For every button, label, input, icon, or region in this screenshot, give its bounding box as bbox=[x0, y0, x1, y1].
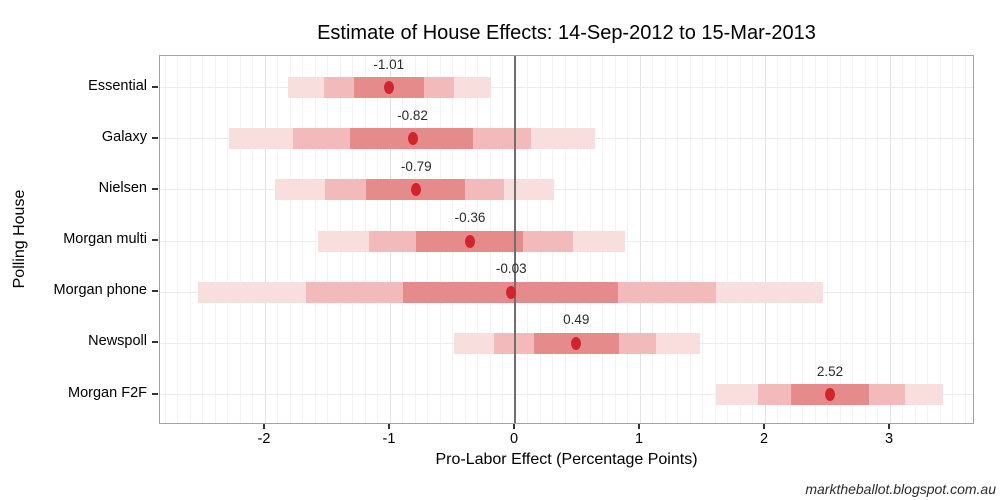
minor-gridline bbox=[777, 56, 778, 423]
zero-reference-line bbox=[514, 56, 516, 423]
point-estimate-dot bbox=[465, 234, 475, 248]
y-axis-category-label: Morgan phone bbox=[53, 282, 147, 299]
x-axis-tick bbox=[513, 424, 515, 429]
point-estimate-dot bbox=[571, 336, 582, 350]
minor-gridline bbox=[752, 56, 753, 423]
estimate-value-label: 2.52 bbox=[816, 363, 844, 379]
minor-gridline bbox=[864, 56, 866, 423]
row-gridline bbox=[160, 87, 973, 89]
minor-gridline bbox=[652, 56, 653, 423]
major-gridline bbox=[639, 56, 641, 423]
minor-gridline bbox=[727, 56, 728, 423]
minor-gridline bbox=[964, 56, 966, 423]
minor-gridline bbox=[227, 56, 228, 423]
y-axis-category-label: Nielsen bbox=[98, 179, 147, 196]
minor-gridline bbox=[189, 56, 191, 423]
minor-gridline bbox=[902, 56, 903, 423]
y-axis-tick bbox=[152, 239, 158, 242]
chart-title: Estimate of House Effects: 14-Sep-2012 t… bbox=[317, 22, 816, 44]
estimate-value-label: -1.01 bbox=[373, 56, 405, 72]
x-axis-tick bbox=[888, 424, 890, 429]
minor-gridline bbox=[664, 56, 666, 423]
row-gridline bbox=[160, 394, 973, 395]
y-axis-tick bbox=[152, 85, 158, 88]
minor-gridline bbox=[627, 56, 628, 423]
x-axis-tick bbox=[388, 424, 390, 429]
y-axis-tick bbox=[152, 290, 158, 293]
plot-panel: -1.01 -0.82 -0.79 -0.36 -0.03 0.49 2.52 bbox=[159, 55, 974, 424]
minor-gridline bbox=[852, 56, 853, 423]
minor-gridline bbox=[214, 56, 216, 423]
minor-gridline bbox=[202, 56, 203, 423]
minor-gridline bbox=[714, 56, 716, 423]
point-estimate-dot bbox=[407, 132, 418, 146]
minor-gridline bbox=[277, 56, 278, 423]
minor-gridline bbox=[689, 56, 691, 423]
minor-gridline bbox=[789, 56, 791, 423]
x-axis-tick-label: 1 bbox=[634, 431, 644, 447]
y-axis-category-label: Galaxy bbox=[101, 128, 147, 145]
point-estimate-dot bbox=[411, 183, 422, 197]
minor-gridline bbox=[252, 56, 253, 423]
minor-gridline bbox=[927, 56, 928, 423]
row-gridline bbox=[160, 189, 973, 191]
minor-gridline bbox=[314, 56, 316, 423]
minor-gridline bbox=[289, 56, 291, 423]
major-gridline bbox=[889, 56, 891, 423]
minor-gridline bbox=[839, 56, 841, 423]
y-axis-tick bbox=[152, 187, 158, 190]
estimate-value-label: -0.36 bbox=[454, 210, 486, 226]
minor-gridline bbox=[877, 56, 878, 423]
x-axis-title: Pro-Labor Effect (Percentage Points) bbox=[435, 451, 698, 468]
minor-gridline bbox=[914, 56, 916, 423]
y-axis-tick bbox=[152, 392, 158, 395]
point-estimate-dot bbox=[506, 285, 517, 299]
point-estimate-dot bbox=[825, 388, 835, 401]
point-estimate-dot bbox=[383, 81, 394, 95]
minor-gridline bbox=[702, 56, 703, 423]
x-axis-tick-label: -2 bbox=[257, 431, 271, 447]
minor-gridline bbox=[739, 56, 741, 423]
major-gridline bbox=[764, 56, 766, 423]
minor-gridline bbox=[239, 56, 241, 423]
estimate-value-label: -0.82 bbox=[397, 107, 428, 123]
x-axis-tick bbox=[263, 424, 265, 429]
x-axis-tick bbox=[638, 424, 640, 429]
minor-gridline bbox=[302, 56, 303, 423]
watermark-text: marktheballot.blogspot.com.au bbox=[805, 481, 996, 497]
x-axis-tick-label: 0 bbox=[509, 431, 519, 447]
y-axis-category-label: Morgan F2F bbox=[68, 384, 147, 401]
y-axis-category-label: Essential bbox=[88, 77, 147, 94]
y-axis-category-label: Morgan multi bbox=[63, 231, 147, 248]
minor-gridline bbox=[802, 56, 803, 423]
y-axis-category-label: Newspoll bbox=[88, 333, 147, 350]
minor-gridline bbox=[939, 56, 941, 423]
minor-gridline bbox=[952, 56, 953, 423]
estimate-value-label: -0.03 bbox=[495, 261, 527, 277]
x-axis-tick-label: 3 bbox=[884, 431, 894, 447]
y-axis-tick bbox=[152, 136, 158, 139]
x-axis-tick-label: 2 bbox=[759, 431, 769, 447]
minor-gridline bbox=[177, 56, 178, 423]
x-axis-tick bbox=[763, 424, 765, 429]
estimate-value-label: 0.49 bbox=[563, 312, 590, 328]
x-axis-tick-label: -1 bbox=[382, 431, 396, 447]
y-axis-tick bbox=[152, 341, 158, 344]
minor-gridline bbox=[814, 56, 816, 423]
minor-gridline bbox=[827, 56, 828, 423]
estimate-value-label: -0.79 bbox=[400, 158, 432, 174]
minor-gridline bbox=[164, 56, 166, 423]
major-gridline bbox=[264, 56, 266, 423]
minor-gridline bbox=[677, 56, 678, 423]
